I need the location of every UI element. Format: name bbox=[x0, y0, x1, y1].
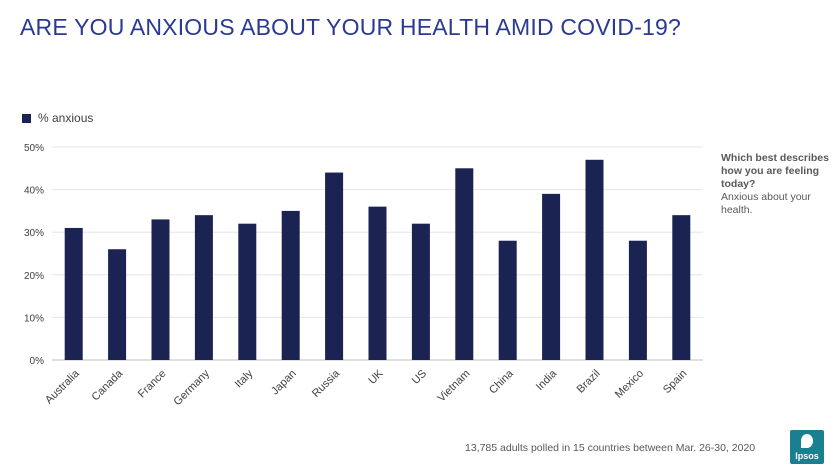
side-note-answer: Anxious about your health. bbox=[721, 191, 811, 216]
x-tick-label: Brazil bbox=[575, 368, 603, 396]
footnote: 13,785 adults polled in 15 countries bet… bbox=[465, 442, 756, 454]
bar bbox=[368, 206, 387, 360]
logo-text: Ipsos bbox=[795, 451, 819, 461]
x-tick-label: Spain bbox=[661, 368, 689, 396]
x-tick-label: Italy bbox=[233, 367, 256, 390]
bar bbox=[498, 240, 517, 360]
bar bbox=[672, 215, 691, 360]
bar bbox=[194, 215, 213, 360]
x-tick-label: Russia bbox=[310, 367, 343, 400]
side-note-question: Which best describes how you are feeling… bbox=[721, 152, 829, 190]
x-tick-label: UK bbox=[366, 367, 386, 387]
y-tick-label: 50% bbox=[24, 143, 44, 154]
x-tick-label: US bbox=[410, 368, 429, 387]
bar bbox=[628, 240, 647, 360]
x-tick-label: Mexico bbox=[613, 368, 646, 401]
y-tick-label: 0% bbox=[30, 356, 45, 367]
y-tick-label: 30% bbox=[24, 228, 44, 239]
y-tick-label: 40% bbox=[24, 186, 44, 197]
bar bbox=[585, 159, 604, 360]
logo-mark-icon bbox=[801, 434, 813, 448]
legend-label: % anxious bbox=[38, 111, 94, 125]
x-tick-label: Australia bbox=[43, 367, 82, 406]
bar bbox=[108, 249, 127, 360]
chart-title: ARE YOU ANXIOUS ABOUT YOUR HEALTH AMID C… bbox=[20, 14, 682, 40]
legend-swatch bbox=[22, 113, 31, 123]
bar bbox=[411, 223, 430, 360]
x-tick-label: China bbox=[487, 367, 516, 396]
x-tick-label: Japan bbox=[269, 368, 299, 398]
x-tick-label: France bbox=[136, 368, 169, 401]
bar bbox=[455, 168, 474, 360]
bar bbox=[64, 227, 83, 360]
bar bbox=[281, 210, 300, 360]
x-tick-label: Canada bbox=[89, 367, 125, 403]
legend: % anxious bbox=[22, 111, 93, 125]
y-tick-label: 20% bbox=[24, 271, 44, 282]
bar bbox=[325, 172, 344, 360]
x-tick-label: Germany bbox=[172, 367, 213, 408]
ipsos-logo: Ipsos bbox=[790, 430, 824, 464]
x-tick-label: India bbox=[534, 367, 560, 393]
side-note: Which best describes how you are feeling… bbox=[721, 152, 829, 217]
x-tick-label: Vietnam bbox=[436, 368, 473, 405]
bar bbox=[542, 193, 561, 360]
bar bbox=[238, 223, 257, 360]
y-tick-label: 10% bbox=[24, 313, 44, 324]
bar bbox=[151, 219, 170, 360]
